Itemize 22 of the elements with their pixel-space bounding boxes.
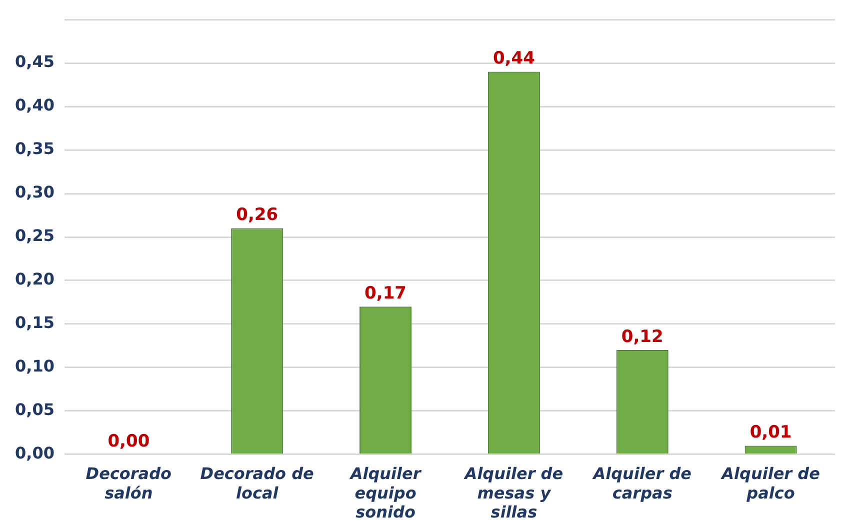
y-tick-label: 0,00 [14, 444, 54, 463]
data-label: 0,00 [108, 431, 150, 452]
y-tick-label: 0,30 [14, 182, 54, 202]
x-tick-label: Alquiler de mesas y sillas [462, 464, 564, 522]
data-label: 0,12 [621, 326, 664, 347]
x-tick-label: Decorado salón [86, 464, 172, 502]
data-label: 0,17 [364, 283, 407, 304]
y-tick-label: 0,10 [14, 356, 54, 376]
data-label: 0,26 [236, 205, 278, 226]
y-tick-label: 0,40 [14, 96, 54, 115]
data-label: 0,44 [492, 48, 536, 69]
y-tick-label: 0,15 [14, 313, 54, 332]
data-label: 0,01 [750, 422, 792, 443]
x-tick-label: Alquiler de carpas [591, 464, 692, 502]
y-tick-label: 0,35 [14, 139, 54, 158]
x-tick-label: Alquiler equipo sonido [348, 464, 422, 522]
y-tick-label: 0,45 [14, 52, 54, 72]
x-tick-label: Alquiler de palco [720, 464, 820, 502]
y-tick-label: 0,05 [14, 400, 54, 420]
x-tick-label: Decorado de local [200, 464, 314, 502]
y-tick-label: 0,25 [14, 226, 54, 246]
y-tick-label: 0,20 [14, 270, 54, 289]
